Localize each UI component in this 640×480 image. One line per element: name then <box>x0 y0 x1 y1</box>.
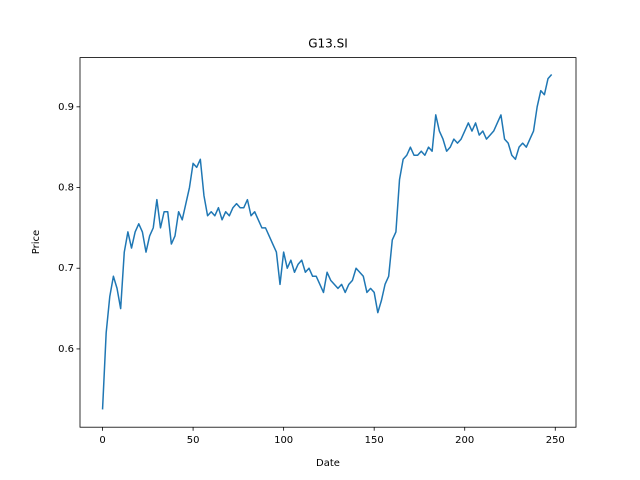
y-tick-label: 0.7 <box>58 263 74 274</box>
y-tick-label: 0.9 <box>58 102 74 113</box>
x-tick-label: 200 <box>455 435 474 446</box>
y-axis-label: Price <box>31 230 42 254</box>
x-tick-label: 50 <box>187 435 200 446</box>
x-axis-label: Date <box>316 458 340 469</box>
chart-title: G13.SI <box>308 37 348 51</box>
x-tick-label: 0 <box>99 435 105 446</box>
y-tick-label: 0.8 <box>58 183 74 194</box>
price-line <box>101 74 553 410</box>
plot-frame <box>79 57 577 428</box>
x-tick-label: 100 <box>274 435 293 446</box>
y-tick-label: 0.6 <box>58 344 74 355</box>
x-tick-label: 250 <box>546 435 565 446</box>
x-tick-label: 150 <box>365 435 384 446</box>
